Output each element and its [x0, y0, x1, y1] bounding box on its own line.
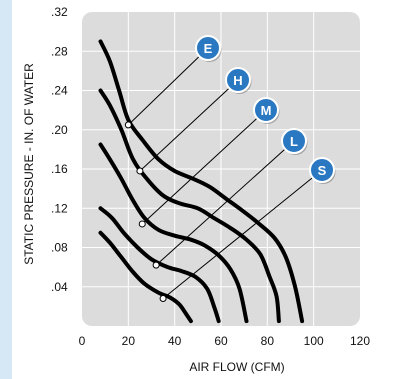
x-tick-label: 60: [214, 334, 228, 348]
curve-s: [98, 230, 193, 324]
badge-m: M: [253, 97, 280, 124]
leader-line-e: [127, 47, 209, 126]
badge-h: H: [225, 67, 252, 94]
leader-line-l: [155, 140, 295, 266]
badge-circle: [225, 67, 251, 93]
y-tick-label: .16: [51, 162, 68, 176]
y-tick-label: .20: [51, 123, 68, 137]
y-tick-label: .04: [51, 280, 68, 294]
badge-label: H: [233, 73, 242, 88]
badge-label: M: [261, 103, 272, 118]
badge-e: E: [195, 35, 222, 62]
badge-label: E: [204, 41, 213, 56]
series-badges: E H M L S: [195, 35, 336, 184]
curve-m: [98, 142, 249, 324]
y-tick-label: .28: [51, 44, 68, 58]
x-tick-label: 100: [304, 334, 324, 348]
series-markers: [124, 121, 167, 303]
marker-h: [136, 167, 144, 175]
curve-e: [98, 39, 305, 324]
x-tick-label: 20: [122, 334, 136, 348]
side-color-strip: [0, 0, 12, 379]
grid-lines: [82, 12, 360, 326]
badge-s: S: [309, 157, 336, 184]
y-tick-label: .12: [51, 201, 68, 215]
y-axis-title: STATIC PRESSURE - IN. OF WATER: [22, 63, 36, 265]
x-axis-title: AIR FLOW (CFM): [189, 360, 284, 374]
x-tick-label: 0: [79, 334, 86, 348]
leader-line-m: [141, 109, 267, 225]
marker-l: [152, 261, 160, 269]
x-tick-label: 120: [350, 334, 370, 348]
y-tick-label: .24: [51, 84, 68, 98]
marker-e: [124, 121, 132, 129]
badge-label: L: [290, 134, 298, 149]
badge-circle: [195, 35, 221, 61]
badge-circle: [253, 97, 279, 123]
x-axis-ticks: 0 20 40 60 80 100 120: [79, 334, 371, 348]
y-tick-label: .08: [51, 241, 68, 255]
marker-m: [138, 220, 146, 228]
badge-label: S: [318, 163, 327, 178]
badge-circle: [281, 128, 307, 154]
curve-l: [98, 206, 221, 324]
x-tick-label: 40: [168, 334, 182, 348]
y-axis-ticks: .04 .08 .12 .16 .20 .24 .28 .32: [51, 5, 68, 294]
badge-circle: [309, 157, 335, 183]
badge-l: L: [281, 128, 308, 155]
series-curves: [98, 39, 305, 324]
x-tick-label: 80: [261, 334, 275, 348]
y-tick-label: .32: [51, 5, 68, 19]
curve-h: [98, 88, 281, 324]
marker-s: [159, 295, 167, 303]
